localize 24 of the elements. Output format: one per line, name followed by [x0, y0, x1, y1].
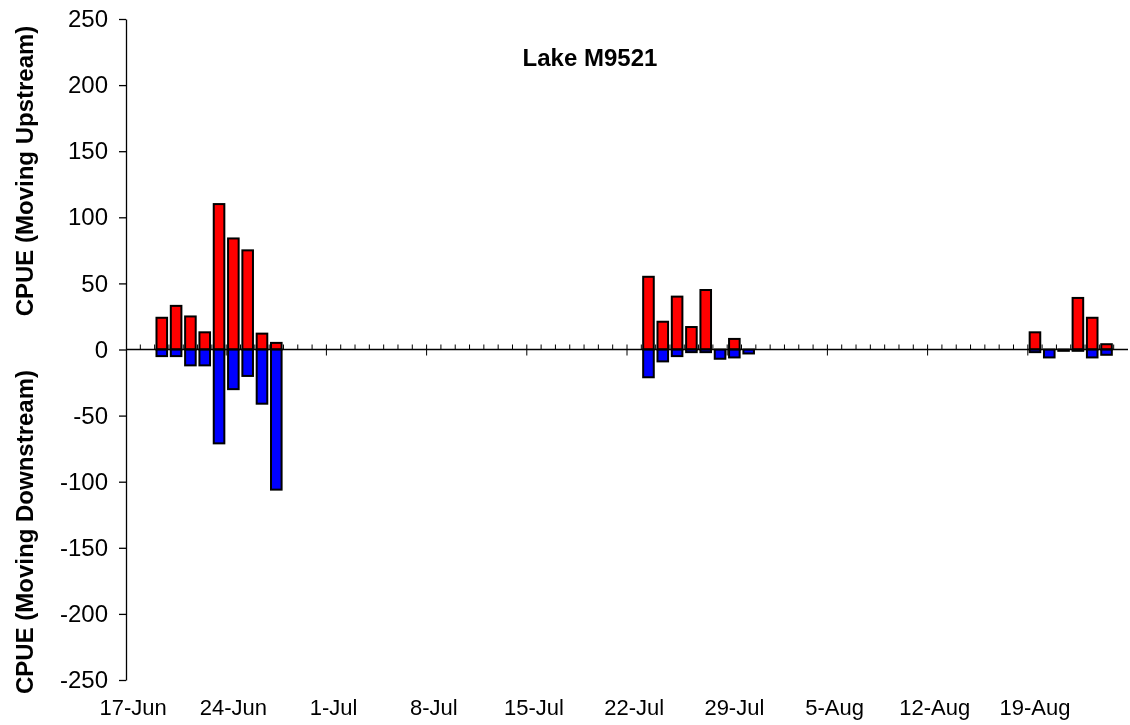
x-tick-label: 12-Aug — [899, 695, 971, 720]
x-tick-label: 1-Jul — [309, 695, 358, 720]
y-tick-label: -200 — [59, 600, 108, 628]
y-tick-label: 100 — [67, 203, 108, 231]
x-tick-label: 29-Jul — [704, 695, 765, 720]
x-tick-label: 5-Aug — [805, 695, 864, 720]
x-tick-label: 24-Jun — [199, 695, 267, 720]
y-tick-label: 200 — [67, 71, 108, 99]
y-tick-label: 150 — [67, 137, 108, 165]
y-tick-label: 50 — [81, 269, 108, 297]
x-tick-label: 8-Jul — [409, 695, 458, 720]
y-tick-label: 250 — [67, 5, 108, 33]
y-tick-label: -100 — [59, 467, 108, 495]
y-tick-label: -250 — [59, 666, 108, 694]
text: CPUE (Moving Downstream) — [10, 369, 38, 695]
x-tick-label: 19-Aug — [999, 695, 1071, 720]
y-tick-label: -50 — [73, 401, 108, 429]
x-tick-label: 15-Jul — [504, 695, 564, 720]
y-axis-title: CPUE (Moving Upstream) — [10, 25, 38, 317]
y-tick-label: 0 — [94, 335, 108, 363]
y-tick-label: -150 — [59, 533, 108, 561]
x-tick-label: 22-Jul — [604, 695, 665, 720]
x-tick-label: 17-Jun — [99, 695, 167, 720]
text: Lake M9521 — [522, 44, 658, 71]
